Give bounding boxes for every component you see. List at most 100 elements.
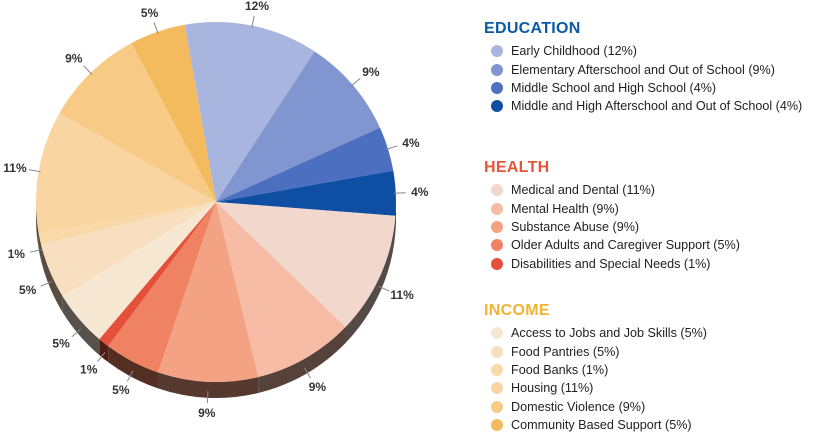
legend-swatch [491,327,503,340]
legend-income-title: INCOME [484,302,550,319]
legend-item: Medical and Dental (11%) [484,181,829,199]
legend-swatch [491,220,503,233]
slice-percent-label: 9% [198,406,216,420]
slice-percent-label: 12% [245,0,269,13]
legend-education: EDUCATION Early Childhood (12%) Elementar… [484,20,829,116]
legend-swatch [491,63,503,76]
leader-line [378,285,390,292]
pie-slice-side [345,215,396,344]
legend-label: Middle School and High School (4%) [511,80,717,95]
legend-item: Access to Jobs and Job Skills (5%) [484,324,829,342]
pie-slice [62,202,217,340]
slice-percent-label: 11% [390,288,414,302]
slice-percent-label: 9% [362,65,380,79]
leader-line [153,22,159,34]
pie-slice-side [395,202,396,232]
leader-line [350,77,361,87]
legend-swatch [491,100,503,113]
legend-health: HEALTH Medical and Dental (11%) Mental He… [484,159,829,273]
legend-item: Food Banks (1%) [484,361,829,379]
slice-percent-label: 9% [309,380,327,394]
legend-item: Housing (11%) [484,379,829,397]
pie-slice [99,202,216,347]
legend-item: Older Adults and Caregiver Support (5%) [484,236,829,254]
pie-slice [216,127,394,202]
legend-swatch [491,45,503,58]
legend-swatch [491,257,503,270]
legend-health-list: Medical and Dental (11%) Mental Health (9… [484,181,829,273]
leader-line [304,367,311,379]
leader-line [83,65,93,75]
legend-item: Domestic Violence (9%) [484,398,829,416]
legend-label: Housing (11%) [511,381,594,396]
legend-label: Early Childhood (12%) [511,44,637,59]
pie-slice-side [157,372,259,398]
pie-slice [108,202,216,373]
legend-swatch [491,400,503,413]
slice-percent-label: 4% [411,185,429,199]
pie-slice [216,170,396,216]
leader-line [97,351,106,363]
legend-income: INCOME Access to Jobs and Job Skills (5%… [484,302,829,434]
leader-line [71,328,82,338]
slice-percent-label: 9% [65,52,83,66]
slice-percent-label: 5% [141,6,159,20]
legend-item: Middle and High Afterschool and Out of S… [484,97,829,115]
leader-line [385,145,398,150]
pie-slice [131,24,216,202]
legend-label: Middle and High Afterschool and Out of S… [511,99,803,114]
pie-slice-side [258,327,346,393]
pie-slice [36,113,216,234]
pie-slice-side [108,346,158,389]
legend-item: Elementary Afterschool and Out of School… [484,60,829,78]
legend-label: Food Pantries (5%) [511,344,620,359]
leader-line [393,192,406,194]
pie-slice [157,202,259,382]
pie-slice-side [41,244,63,313]
legend-item: Middle School and High School (4%) [484,79,829,97]
legend-swatch [491,363,503,376]
legend-item: Community Based Support (5%) [484,416,829,434]
legend-item: Substance Abuse (9%) [484,218,829,236]
legend-label: Domestic Violence (9%) [511,399,646,414]
legend-item: Disabilities and Special Needs (1%) [484,255,829,273]
legend-label: Disabilities and Special Needs (1%) [511,256,711,271]
pie-slice [41,202,216,297]
legend-label: Food Banks (1%) [511,362,609,377]
slice-percent-label: 11% [3,161,27,175]
pie-slice [184,21,315,202]
leader-line [251,15,255,28]
leader-line [28,169,41,173]
pie-slice [216,51,380,203]
pie-slice [216,202,346,377]
legend-item: Food Pantries (5%) [484,342,829,360]
slice-percent-label: 5% [52,336,70,350]
legend-item: Mental Health (9%) [484,199,829,217]
legend-swatch [491,239,503,252]
slice-percent-label: 5% [112,383,130,397]
legend-label: Mental Health (9%) [511,201,619,216]
legend-education-list: Early Childhood (12%) Elementary Aftersch… [484,42,829,116]
slice-percent-label: 4% [402,136,420,150]
pie-slice [38,202,216,245]
pie-slice [216,202,396,328]
legend-label: Elementary Afterschool and Out of School… [511,62,775,77]
leader-line [206,390,209,404]
pie-slice-side [36,202,39,250]
slice-percent-label: 5% [19,283,37,297]
legend-label: Substance Abuse (9%) [511,219,640,234]
legend-swatch [491,81,503,94]
pie-slice-side [62,296,100,356]
legend-income-list: Access to Jobs and Job Skills (5%) Food P… [484,324,829,434]
legend-swatch [491,202,503,215]
legend-swatch [491,382,503,395]
legend-swatch [491,184,503,197]
legend-swatch [491,419,503,432]
legend-swatch [491,345,503,358]
pie-slice [59,43,217,203]
legend-label: Older Adults and Caregiver Support (5%) [511,238,740,253]
legend-education-title: EDUCATION [484,20,581,37]
legend-health-title: HEALTH [484,159,550,176]
slice-percent-label: 1% [8,247,26,261]
